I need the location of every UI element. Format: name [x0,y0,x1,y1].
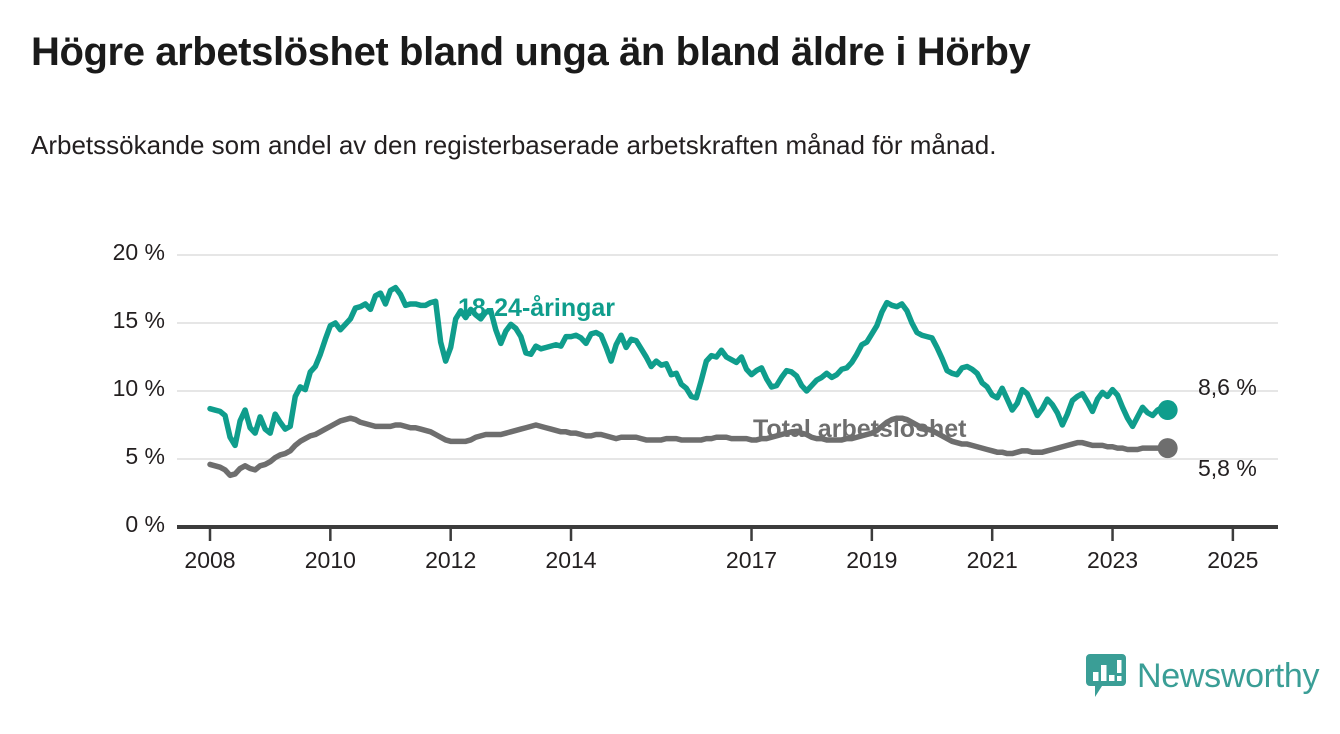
page-title: Högre arbetslöshet bland unga än bland ä… [31,30,1031,74]
bar-chart-speech-bubble-icon [1086,654,1126,698]
newsworthy-logo: Newsworthy [1086,654,1319,698]
end-value-label-total: 5,8 % [1198,455,1257,481]
x-axis-tick-label: 2012 [425,547,477,573]
end-value-label-young: 8,6 % [1198,374,1257,400]
x-axis-tick-label: 2025 [1207,547,1259,573]
x-axis-tick-label: 2019 [846,547,898,573]
series-line-total [207,415,1171,479]
y-axis-tick-label: 10 % [112,375,165,401]
x-axis-tick-label: 2014 [545,547,597,573]
y-axis-tick-label: 20 % [112,239,165,265]
chart-subtitle: Arbetssökande som andel av den registerb… [31,130,997,160]
y-axis-tick-label: 15 % [112,307,165,333]
x-axis-tick-label: 2017 [725,547,778,573]
y-axis-tick-label: 0 % [125,511,165,537]
x-axis-tick-label: 2010 [304,547,356,573]
end-point-young [1157,400,1178,421]
end-point-total [1157,438,1178,459]
series-line-young [207,284,1171,449]
series-label-young: 18-24-åringar [458,294,616,322]
x-axis-tick-label: 2021 [966,547,1018,573]
y-axis-tick-label: 5 % [125,443,165,469]
series-label-total: Total arbetslöshet [753,415,967,443]
newsworthy-wordmark: Newsworthy [1137,656,1320,695]
x-axis-tick-label: 2008 [184,547,236,573]
x-axis-tick-label: 2023 [1086,547,1139,573]
